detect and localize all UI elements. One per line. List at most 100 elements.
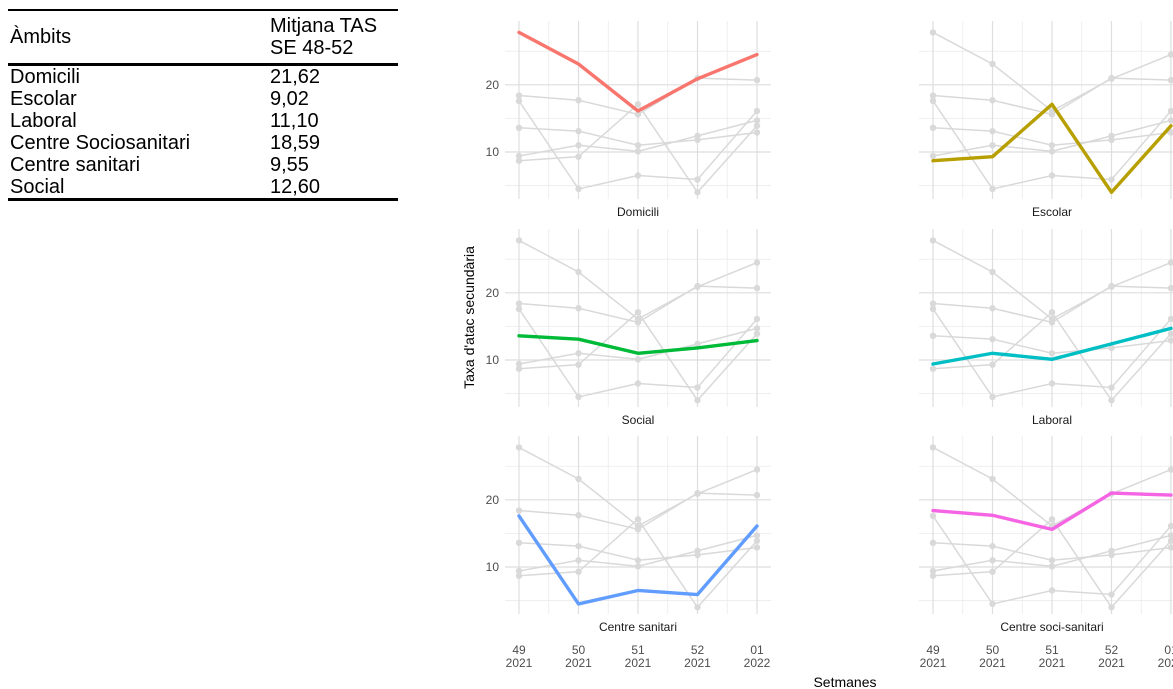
background-data-point xyxy=(634,172,642,179)
highlight-series-line xyxy=(517,514,759,606)
background-data-point xyxy=(634,356,642,363)
background-data-point xyxy=(1108,74,1115,82)
background-data-point xyxy=(1167,522,1173,530)
background-data-point xyxy=(1048,516,1056,523)
background-data-point xyxy=(634,526,642,533)
x-tick-week: 51 xyxy=(631,643,645,657)
table-cell-area: Laboral xyxy=(10,110,77,132)
background-data-point xyxy=(515,97,523,105)
background-data-point xyxy=(634,380,642,387)
background-data-point xyxy=(753,284,761,292)
background-data-point xyxy=(929,512,937,520)
background-data-point xyxy=(1048,309,1056,316)
background-data-point xyxy=(1048,587,1056,594)
facet-label: Social xyxy=(622,413,655,427)
table-row: Centre sanitari 9,55 xyxy=(8,154,398,176)
background-data-point xyxy=(634,148,642,155)
x-tick-label: 52 2021 xyxy=(684,643,711,670)
y-tick-label: 10 xyxy=(486,353,500,367)
background-data-point xyxy=(989,361,996,368)
background-data-point xyxy=(1167,284,1173,292)
table-cell-area: Centre Sociosanitari xyxy=(10,132,191,154)
background-data-point xyxy=(753,315,761,323)
background-data-point xyxy=(1167,466,1173,473)
background-data-point xyxy=(989,600,996,608)
x-tick-year: 2021 xyxy=(625,656,652,670)
x-tick-year: 2021 xyxy=(979,656,1006,670)
background-data-point xyxy=(634,319,642,326)
x-tick-week: 50 xyxy=(572,643,586,657)
background-data-point xyxy=(989,97,996,104)
background-data-point xyxy=(1108,282,1115,290)
background-data-point xyxy=(634,142,642,149)
background-data-point xyxy=(1048,172,1056,179)
background-data-point xyxy=(1048,319,1056,326)
background-data-point xyxy=(753,330,761,337)
background-data-point xyxy=(989,557,996,564)
facet-label: Laboral xyxy=(1032,413,1072,427)
background-data-point xyxy=(1167,337,1173,344)
background-data-point xyxy=(694,547,701,555)
highlight-series-line xyxy=(931,491,1173,532)
background-data-point xyxy=(989,475,996,483)
y-tick-label: 20 xyxy=(486,78,500,92)
background-data-point xyxy=(753,76,761,84)
background-data-point xyxy=(1048,148,1056,155)
table-row: Social 12,60 xyxy=(8,176,398,200)
table-row: Escolar 9,02 xyxy=(8,88,398,110)
background-data-point xyxy=(515,92,523,99)
table-cell-area: Escolar xyxy=(10,88,77,110)
background-data-point xyxy=(694,132,701,140)
background-data-point xyxy=(929,124,937,131)
highlight-series-line xyxy=(517,334,759,355)
background-data-point xyxy=(515,572,523,579)
x-tick-week: 49 xyxy=(926,643,940,657)
table-cell-area: Domicili xyxy=(10,66,80,88)
x-tick-year: 2022 xyxy=(744,656,771,670)
x-tick-year: 2021 xyxy=(684,656,711,670)
background-data-point xyxy=(515,365,523,372)
background-data-point xyxy=(1108,604,1115,611)
x-tick-year: 2021 xyxy=(1039,656,1066,670)
background-data-point xyxy=(989,185,996,193)
background-data-point xyxy=(1048,557,1056,564)
x-tick-year: 2022 xyxy=(1158,656,1173,670)
background-data-point xyxy=(634,563,642,570)
facet-label: Centre soci-sanitari xyxy=(1000,620,1103,634)
background-data-point xyxy=(575,97,582,104)
background-data-point xyxy=(753,107,761,115)
x-tick-label: 49 2021 xyxy=(920,643,947,670)
background-data-point xyxy=(1048,111,1056,118)
background-data-point xyxy=(575,142,582,149)
background-data-point xyxy=(989,268,996,276)
background-data-point xyxy=(694,189,701,196)
background-data-point xyxy=(929,97,937,105)
background-data-point xyxy=(515,152,523,160)
background-data-point xyxy=(753,122,761,129)
background-data-point xyxy=(515,444,523,451)
background-data-point xyxy=(929,567,937,575)
background-data-point xyxy=(1167,537,1173,544)
highlight-series-line xyxy=(517,30,759,113)
background-data-point xyxy=(575,475,582,483)
background-data-point xyxy=(634,516,642,523)
background-data-point xyxy=(989,542,996,550)
background-data-point xyxy=(515,507,523,514)
background-data-point xyxy=(575,361,582,368)
x-tick-week: 01 xyxy=(1164,643,1173,657)
background-data-point xyxy=(929,305,937,313)
background-data-point xyxy=(575,268,582,276)
background-data-point xyxy=(1048,563,1056,570)
background-data-point xyxy=(515,300,523,307)
background-data-point xyxy=(515,305,523,313)
background-data-point xyxy=(1048,380,1056,387)
x-tick-week: 01 xyxy=(750,643,764,657)
table-cell-value: 9,02 xyxy=(270,88,309,110)
y-tick-label: 10 xyxy=(486,560,500,574)
background-data-point xyxy=(575,305,582,312)
background-data-point xyxy=(929,444,937,451)
background-data-point xyxy=(575,350,582,357)
background-data-point xyxy=(575,557,582,564)
background-data-point xyxy=(694,604,701,611)
